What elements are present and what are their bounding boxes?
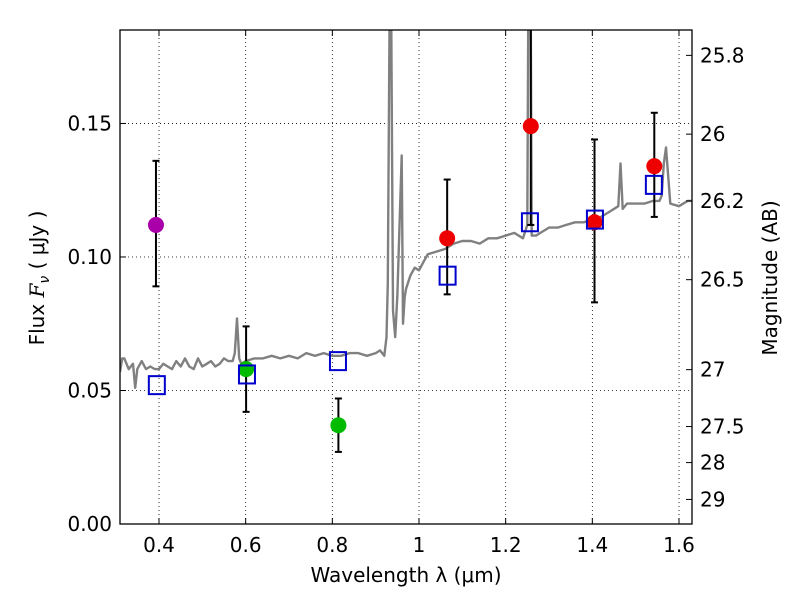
- axis-ticks: [120, 30, 692, 525]
- y-tick-label: 0.10: [67, 245, 112, 269]
- y-axis-label-subscript: ν: [37, 276, 53, 284]
- model-photometry-point: [644, 174, 663, 195]
- plot-frame: [119, 29, 693, 525]
- tick-labels-x: 0.4 0.6 0.8 1 1.2 1.4 1.6: [143, 533, 695, 557]
- magnitude-tick-label: 25.8: [700, 43, 745, 67]
- observed-flux-point: [646, 158, 663, 175]
- grid-lines: [120, 30, 692, 525]
- y-tick-label: 0.15: [67, 111, 112, 135]
- x-tick-label: 1.2: [490, 533, 522, 557]
- observed-flux-point: [238, 361, 255, 378]
- x-tick-label: 0.6: [230, 533, 262, 557]
- errorbar-layer: [152, 30, 658, 453]
- magnitude-tick-label: 26.2: [700, 189, 745, 213]
- tick-labels-y: 0.00 0.05 0.10 0.15: [67, 111, 112, 536]
- model-photometry-point: [520, 212, 539, 233]
- y-axis-label: Flux Fν ( μJy ): [25, 211, 53, 346]
- magnitude-axis-label: Magnitude (AB): [758, 200, 782, 355]
- magnitude-tick-label: 27: [700, 358, 725, 382]
- model-photometry-point: [147, 375, 166, 396]
- x-tick-label: 0.8: [316, 533, 348, 557]
- y-tick-label: 0.05: [67, 378, 112, 402]
- y-axis-label-symbol: F: [25, 282, 49, 298]
- y-axis-label-prefix: Flux: [25, 297, 49, 345]
- magnitude-tick-label: 27.5: [700, 415, 745, 439]
- model-photometry-point: [585, 209, 604, 230]
- magnitude-tick-label: 26.5: [700, 268, 745, 292]
- tick-labels-magnitude: 25.8 26 26.2 26.5 27 27.5 28 29: [700, 43, 745, 511]
- observed-flux-point: [147, 216, 164, 233]
- y-axis-label-suffix: ( μJy ): [25, 211, 49, 276]
- template-spectrum-line: [120, 30, 692, 389]
- model-photometry-point: [328, 351, 347, 372]
- magnitude-tick-label: 26: [700, 122, 725, 146]
- model-photometry-point: [438, 265, 457, 286]
- observed-flux-point: [439, 230, 456, 247]
- model-photometry-layer: [147, 174, 663, 396]
- x-tick-label: 1.4: [576, 533, 608, 557]
- magnitude-tick-label: 29: [700, 487, 725, 511]
- template-spectrum-layer: [120, 30, 692, 389]
- x-tick-label: 1: [413, 533, 426, 557]
- observed-flux-point: [586, 214, 603, 231]
- x-axis-label: Wavelength λ (μm): [310, 563, 501, 587]
- observed-flux-layer: [147, 118, 663, 434]
- x-tick-label: 0.4: [143, 533, 175, 557]
- y-tick-label: 0.00: [67, 512, 112, 536]
- magnitude-tick-label: 28: [700, 451, 725, 475]
- observed-flux-point: [330, 417, 347, 434]
- model-photometry-point: [237, 364, 256, 385]
- observed-flux-point: [522, 118, 539, 135]
- x-tick-label: 1.6: [663, 533, 695, 557]
